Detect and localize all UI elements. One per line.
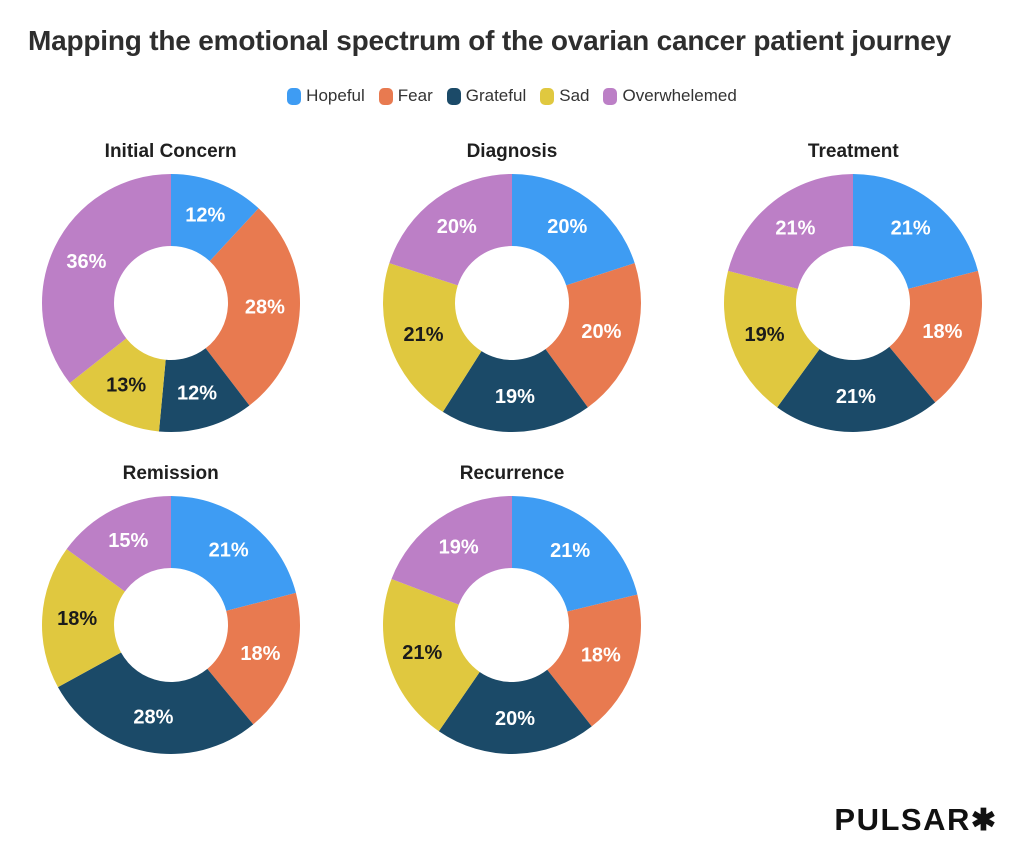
donut-slice-fear (206, 592, 300, 725)
donut-slice-overwhelemed (391, 496, 512, 605)
donut-slice-grateful (57, 652, 253, 754)
donut-slice-sad (724, 270, 820, 408)
chart-title: Treatment (807, 141, 899, 162)
slice-label: 18% (581, 645, 621, 667)
legend-swatch (446, 87, 461, 105)
slice-label: 28% (133, 706, 173, 728)
slice-label: 15% (108, 530, 148, 552)
slice-label: 18% (57, 608, 97, 630)
legend-swatch (603, 87, 618, 105)
donut-slice-hopeful (170, 496, 296, 611)
slice-label: 18% (240, 643, 280, 665)
slice-label: 21% (402, 642, 442, 664)
donut-slice-sad (69, 338, 166, 432)
pulsar-logo-text: PULSAR (834, 802, 971, 837)
donut-slice-fear (547, 594, 641, 727)
slice-label: 19% (495, 386, 535, 408)
legend-item-grateful: Grateful (446, 86, 527, 106)
donut-chart: 12% 28% 12% 13% 36% (38, 170, 304, 436)
chart-diagnosis: Diagnosis 20% 20% 19% 21% 20% (341, 140, 682, 436)
slice-label: 12% (177, 382, 217, 404)
donut-slice-sad (382, 263, 482, 412)
slice-label: 13% (106, 375, 146, 397)
donut-slice-grateful (777, 346, 936, 432)
slice-label: 21% (404, 324, 444, 346)
donut-chart: 21% 18% 21% 19% 21% (720, 170, 986, 436)
slice-label: 12% (185, 204, 225, 226)
chart-title: Initial Concern (104, 141, 237, 162)
donut-slice-sad (41, 549, 125, 688)
donut-chart: 21% 18% 28% 18% 15% (38, 492, 304, 758)
slice-label: 36% (66, 251, 106, 273)
slice-label: 21% (836, 386, 876, 408)
slice-label: 19% (745, 324, 785, 346)
chart-remission: Remission 21% 18% 28% 18% 15% (0, 462, 341, 758)
donut-chart: 20% 20% 19% 21% 20% (379, 170, 645, 436)
donut-slice-overwhelemed (389, 174, 512, 286)
donut-slice-hopeful (853, 174, 979, 289)
donut-slice-hopeful (511, 174, 635, 286)
donut-slice-grateful (158, 348, 250, 432)
slice-label: 21% (891, 218, 931, 240)
donut-slice-overwhelemed (728, 174, 854, 289)
legend-label: Overwhelemed (622, 86, 737, 105)
donut-slice-fear (545, 263, 641, 408)
chart-main-title: Mapping the emotional spectrum of the ov… (28, 25, 952, 56)
legend-label: Hopeful (306, 86, 365, 105)
legend-swatch (378, 87, 393, 105)
slice-label: 21% (208, 540, 248, 562)
chart-initial-concern: Initial Concern 12% 28% 12% 13% 36% (0, 140, 341, 436)
donut-slice-overwhelemed (66, 496, 171, 592)
slice-label: 18% (923, 321, 963, 343)
slice-label: 21% (776, 218, 816, 240)
donut-slice-grateful (442, 349, 588, 432)
asterisk-icon: ✱ (970, 804, 996, 837)
legend: Hopeful Fear Grateful Sad Overwhelemed (0, 86, 1024, 106)
slice-label: 20% (547, 216, 587, 238)
donut-chart: 21% 18% 20% 21% 19% (379, 492, 645, 758)
legend-item-hopeful: Hopeful (287, 86, 365, 106)
legend-swatch (287, 87, 302, 105)
donut-slice-grateful (438, 669, 592, 754)
slice-label: 21% (550, 540, 590, 562)
slice-label: 20% (437, 216, 477, 238)
chart-title: Recurrence (459, 463, 565, 484)
legend-item-overwhelemed: Overwhelemed (603, 86, 737, 106)
legend-item-sad: Sad (540, 86, 589, 106)
donut-slice-hopeful (511, 496, 638, 612)
donut-slice-fear (889, 270, 983, 403)
donut-slice-fear (205, 208, 300, 406)
legend-item-fear: Fear (378, 86, 433, 106)
slice-label: 19% (439, 537, 479, 559)
donut-slice-overwhelemed (41, 174, 171, 383)
legend-label: Sad (559, 86, 590, 105)
legend-label: Fear (397, 86, 433, 105)
pulsar-logo: PULSAR✱ (834, 802, 996, 838)
chart-title: Diagnosis (466, 141, 558, 162)
chart-recurrence: Recurrence 21% 18% 20% 21% 19% (341, 462, 682, 758)
chart-title: Remission (122, 463, 219, 484)
slice-label: 20% (581, 321, 621, 343)
donut-slice-sad (382, 578, 480, 732)
slice-label: 20% (495, 708, 535, 730)
legend-swatch (540, 87, 555, 105)
slice-label: 28% (245, 296, 285, 318)
legend-label: Grateful (465, 86, 527, 105)
charts-grid: Initial Concern 12% 28% 12% 13% 36% Diagnosi… (0, 140, 1024, 758)
donut-slice-hopeful (170, 174, 259, 262)
chart-treatment: Treatment 21% 18% 21% 19% 21% (683, 140, 1024, 436)
